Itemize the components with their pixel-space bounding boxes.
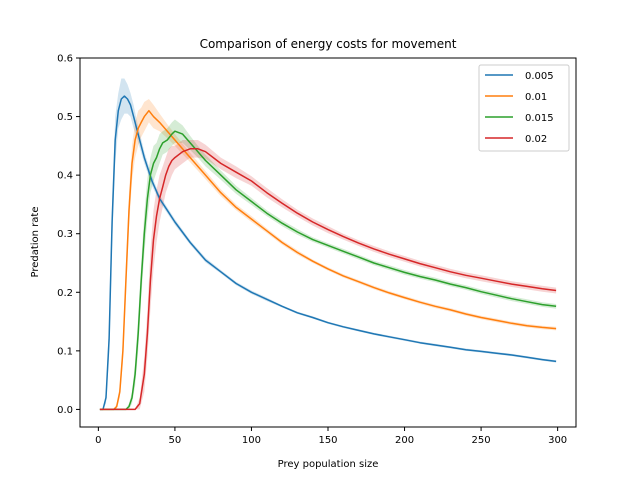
y-tick-label: 0.4 — [57, 171, 73, 182]
x-tick-label: 300 — [548, 435, 567, 446]
x-tick-label: 0 — [95, 435, 101, 446]
line-series-3 — [99, 148, 557, 411]
line-series-2 — [99, 130, 557, 411]
x-tick-label: 150 — [318, 435, 337, 446]
series-lines — [99, 95, 557, 411]
y-tick-label: 0.2 — [57, 288, 73, 299]
x-axis-ticks: 0 50 100 150 200 250 300 — [95, 427, 567, 446]
x-tick-label: 250 — [472, 435, 491, 446]
legend-label-2: 0.015 — [525, 113, 554, 124]
legend-label-3: 0.02 — [525, 134, 547, 145]
x-tick-label: 100 — [242, 435, 261, 446]
y-tick-label: 0.1 — [57, 346, 73, 357]
y-tick-label: 0.5 — [57, 112, 73, 123]
line-series-1 — [99, 109, 557, 411]
legend: 0.005 0.01 0.015 0.02 — [478, 64, 570, 152]
y-axis-ticks: 0.0 0.1 0.2 0.3 0.4 0.5 0.6 — [57, 54, 80, 416]
chart-title: Comparison of energy costs for movement — [200, 37, 457, 51]
legend-label-1: 0.01 — [525, 92, 547, 103]
line-series-0 — [99, 95, 557, 411]
y-tick-label: 0.3 — [57, 229, 73, 240]
x-axis-label: Prey population size — [278, 459, 379, 470]
legend-box — [478, 64, 570, 152]
x-tick-label: 200 — [395, 435, 414, 446]
y-tick-label: 0.0 — [57, 405, 73, 416]
y-tick-label: 0.6 — [57, 54, 73, 65]
y-axis-label: Predation rate — [30, 206, 41, 277]
legend-label-0: 0.005 — [525, 71, 554, 82]
x-tick-label: 50 — [169, 435, 182, 446]
